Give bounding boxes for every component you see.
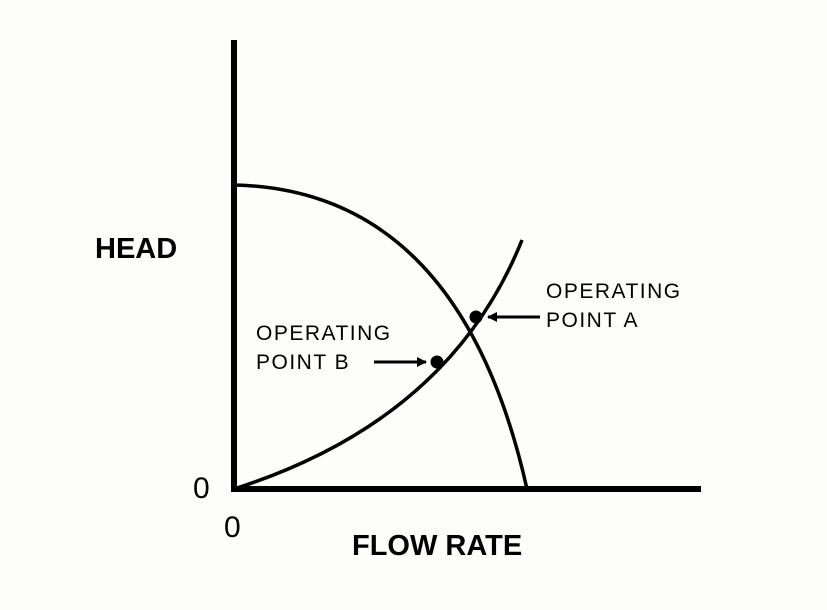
y-axis-label: HEAD [95, 233, 177, 265]
operating-point-a-label-line2: POINT A [546, 309, 639, 332]
operating-point-b-marker [430, 355, 444, 369]
y-origin-label: 0 [193, 472, 210, 505]
x-axis-label: FLOW RATE [352, 530, 522, 562]
operating-point-b-label-line2: POINT B [256, 351, 350, 374]
operating-point-a-label-line1: OPERATING [546, 280, 682, 303]
pump-curve [233, 183, 529, 490]
x-origin-label: 0 [224, 511, 241, 544]
operating-point-b-label-line1: OPERATING [256, 322, 392, 345]
system-curve [233, 239, 524, 491]
operating-point-a-marker [469, 310, 483, 324]
